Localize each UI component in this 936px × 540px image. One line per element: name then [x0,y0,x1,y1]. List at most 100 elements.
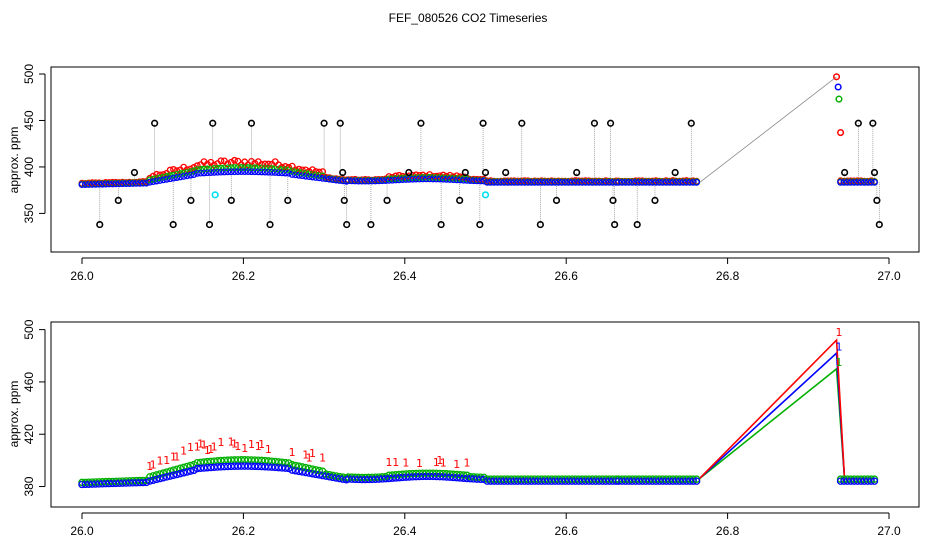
blue-series-point [548,178,556,186]
blue-end-point [834,83,842,91]
blue-series-point [156,474,164,483]
green-series-point [237,164,245,171]
green-series-point [220,164,228,172]
black-outlier-point [875,220,883,229]
red-marker-label: 1 [258,438,265,451]
red-marker-label: 1 [150,459,157,472]
y-tick-label: 400 [22,157,36,177]
black-outlier-point [479,119,487,127]
red-marker-label: 1 [187,441,194,454]
blue-series-point [395,176,403,184]
black-outlier-point [536,220,544,229]
red-series-point [416,171,423,179]
blue-series-point [234,168,242,176]
blue-series-point [152,475,161,484]
red-marker-label: 1 [255,440,262,453]
blue-series-point [405,175,413,183]
x-tick-label: 26.2 [232,269,256,283]
blue-series-point [652,178,660,186]
blue-series-point [867,178,875,186]
red-series-point [251,159,259,167]
blue-series-point [329,176,337,184]
blue-series-point [355,177,362,185]
black-outlier-point [247,119,256,127]
x-tick-label: 26.6 [555,524,579,538]
blue-series-point [132,179,140,187]
green-series-point [281,166,289,173]
blue-series-point [105,180,113,188]
green-series-point [268,165,276,172]
black-outlier-point [611,220,619,229]
blue-series-point [332,474,340,482]
y-tick-label: 350 [22,203,36,223]
blue-series-point [585,178,593,186]
blue-series-point [436,175,444,183]
black-outlier-point [870,168,879,177]
red-peak-label: 1 [835,326,842,339]
blue-series-point [344,177,352,185]
black-outlier-point [114,196,122,204]
blue-series-point [837,178,845,186]
blue-series-point [318,471,327,480]
black-outlier-point [671,168,679,177]
red-marker-label: 1 [170,450,177,463]
blue-series-point [662,178,670,186]
black-outlier-point [343,220,351,229]
gap-connector-line [699,76,837,184]
blue-series-point [378,177,386,185]
blue-series-point [186,467,195,475]
blue-series-point [169,471,178,480]
red-marker-label: 1 [416,457,423,470]
blue-series-point [642,178,650,186]
blue-series-point [871,178,878,186]
blue-series-point [470,177,478,185]
red-marker-label: 1 [385,456,392,469]
black-outlier-point [367,220,375,229]
green-series-point [298,463,307,471]
red-marker-label: 1 [309,447,316,460]
black-outlier-point [227,196,235,204]
blue-series-point [864,178,872,186]
blue-series-point [335,474,344,483]
green-series-point [146,176,154,184]
cyan-point [211,191,219,199]
red-series-point [385,173,393,181]
red-marker-label: 1 [180,445,187,458]
green-series-point [203,165,211,173]
red-series-point [264,160,272,168]
blue-series-point [319,174,327,182]
black-outlier-point [633,220,641,229]
blue-series-point [85,180,93,188]
blue-series-point [558,178,566,186]
black-outlier-point [590,119,599,127]
blue-series-point [625,178,633,186]
red-marker-label: 1 [201,439,208,452]
green-series-point [248,164,255,172]
blue-series-point [555,178,562,186]
blue-series-point [843,178,851,186]
black-outlier-point [205,220,214,229]
blue-series-point [443,175,451,183]
cyan-point [481,191,490,199]
y-tick-label: 450 [22,110,36,130]
blue-series-point [375,177,383,185]
blue-series-point [388,176,396,184]
blue-series-point [412,175,420,183]
blue-series-point [649,178,656,186]
green-series-point [231,164,238,172]
red-marker-label: 1 [156,455,163,468]
green-series-point [207,165,215,173]
black-outlier-point [651,196,659,204]
red-marker-label: 1 [146,460,153,473]
red-marker-label: 1 [306,452,313,465]
blue-series-point [200,169,208,177]
blue-series-point [599,178,606,186]
black-outlier-point [336,119,344,127]
red-end-point [832,73,841,81]
blue-series-point [628,178,636,186]
blue-series-point [329,473,337,482]
black-outlier-point [339,168,347,177]
